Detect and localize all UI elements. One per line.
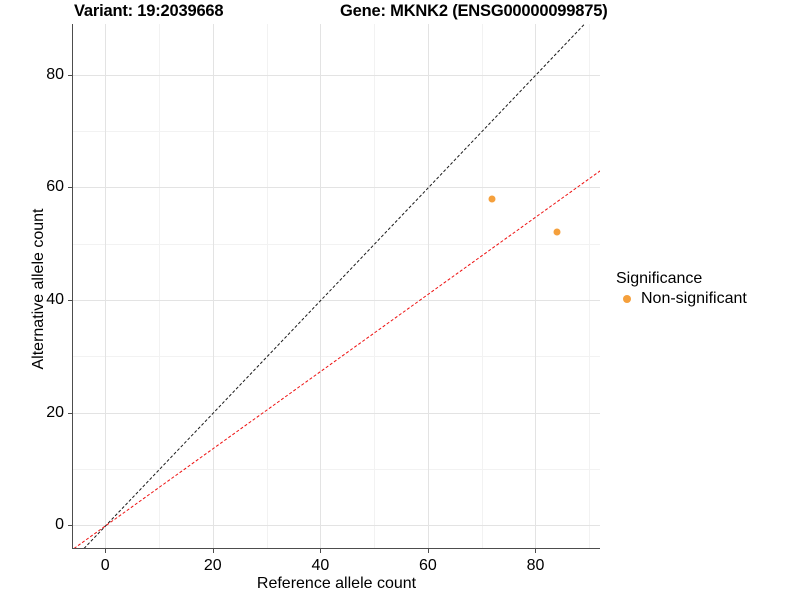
reference-line-allelic-ratio-line [73, 170, 600, 548]
gridline-horizontal [73, 469, 600, 471]
gridline-vertical [374, 24, 376, 548]
x-axis-title: Reference allele count [256, 575, 417, 592]
gridline-horizontal [73, 412, 600, 414]
gridline-vertical [159, 24, 161, 548]
gene-title: Gene: MKNK2 (ENSG00000099875) [340, 2, 608, 20]
y-axis-tick [68, 300, 72, 302]
y-axis-line [72, 24, 74, 549]
legend-entries: Non-significant [616, 290, 794, 308]
gridline-horizontal [73, 243, 600, 245]
x-axis-tick [320, 549, 322, 553]
y-axis-tick-label: 20 [46, 403, 64, 421]
gridline-horizontal [73, 131, 600, 133]
gridline-vertical [535, 24, 537, 548]
gridline-horizontal [73, 74, 600, 76]
y-axis-title: Alternative allele count [30, 208, 47, 370]
gridline-horizontal [73, 300, 600, 302]
variant-title: Variant: 19:2039668 [74, 2, 224, 20]
x-axis-tick-label: 60 [419, 557, 437, 574]
legend-entry[interactable]: Non-significant [616, 290, 794, 308]
gridline-vertical [320, 24, 322, 548]
gridline-vertical [105, 24, 107, 548]
legend-title: Significance [616, 270, 703, 287]
x-axis-tick-label: 0 [100, 557, 110, 574]
data-point[interactable] [553, 228, 561, 236]
gridline-vertical [481, 24, 483, 548]
y-axis-tick [68, 187, 72, 189]
y-axis-tick-label: 0 [55, 516, 64, 534]
gridline-horizontal [73, 187, 600, 189]
y-axis-tick-label: 80 [46, 65, 64, 83]
x-axis-tick [105, 549, 107, 553]
plot-panel [73, 24, 600, 548]
y-axis-tick [68, 525, 72, 527]
gridline-vertical [266, 24, 268, 548]
x-axis-tick-label: 20 [203, 557, 222, 574]
legend: Significance Non-significant [616, 270, 794, 308]
x-axis-tick [212, 549, 214, 553]
data-point[interactable] [488, 195, 496, 203]
x-axis-tick [427, 549, 429, 553]
y-axis-tick-label: 40 [46, 291, 64, 309]
y-axis-tick-label: 60 [46, 178, 64, 196]
x-axis-line [72, 547, 600, 549]
gridline-vertical [589, 24, 591, 548]
x-axis-tick-label: 80 [526, 557, 545, 574]
y-axis-tick [68, 412, 72, 414]
gridline-vertical [427, 24, 429, 548]
x-axis-tick [535, 549, 537, 553]
gridline-horizontal [73, 525, 600, 527]
x-axis-tick-label: 40 [311, 557, 330, 574]
legend-dot-icon [622, 295, 631, 303]
legend-key [618, 291, 635, 308]
gridline-horizontal [73, 356, 600, 358]
legend-entry-label: Non-significant [641, 290, 747, 307]
y-axis-tick [68, 74, 72, 76]
gridline-vertical [212, 24, 214, 548]
